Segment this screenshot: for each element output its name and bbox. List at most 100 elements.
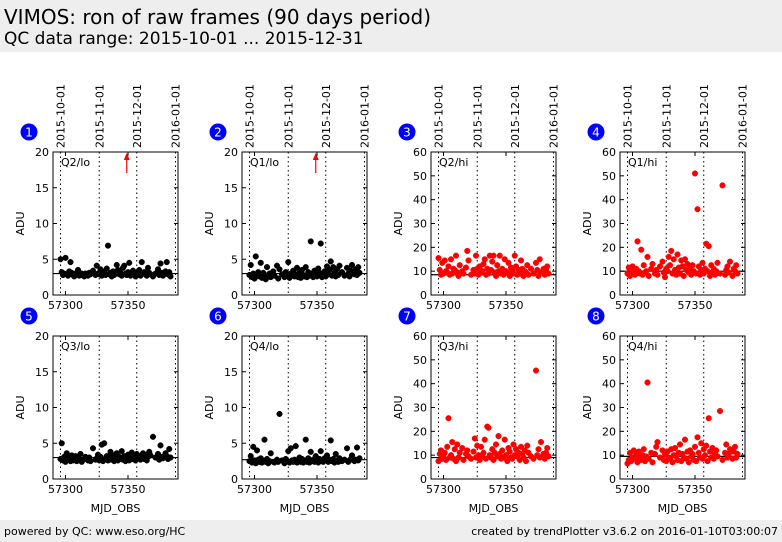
title-bar: VIMOS: ron of raw frames (90 days period… (0, 0, 782, 52)
data-point (441, 257, 448, 264)
data-point (689, 450, 696, 458)
data-point (524, 442, 531, 449)
data-point (455, 272, 462, 279)
y-axis-label: ADU (203, 211, 216, 235)
data-point (477, 443, 485, 450)
x-tick-label: 57300 (615, 483, 650, 496)
data-point (634, 238, 641, 245)
y-tick-label: 60 (413, 146, 427, 159)
y-tick-label: 15 (224, 182, 238, 195)
data-point (661, 274, 669, 281)
data-point (103, 265, 110, 272)
date-tick-label: 2015-10-01 (622, 84, 635, 148)
data-point (57, 256, 64, 263)
data-point (681, 256, 689, 263)
y-tick-label: 0 (420, 473, 427, 486)
panel-number-badge (587, 123, 605, 141)
data-point (713, 447, 720, 454)
data-point (317, 448, 324, 455)
footer-powered-by: powered by QC: www.eso.org/HC (4, 525, 186, 538)
date-tick-label: 2015-11-01 (660, 84, 673, 148)
data-point (489, 258, 496, 265)
panel-label: Q1/hi (628, 156, 657, 169)
data-point (530, 455, 537, 462)
data-point (716, 270, 724, 277)
y-tick-label: 20 (224, 146, 238, 159)
data-point (157, 442, 164, 449)
data-point (452, 252, 460, 259)
data-point (317, 240, 324, 247)
y-axis-label: ADU (392, 395, 405, 419)
outlier-arrow-head (123, 153, 130, 160)
data-point (492, 272, 500, 279)
data-point (163, 259, 170, 266)
y-tick-label: 10 (35, 218, 49, 231)
data-point (517, 257, 525, 264)
y-tick-label: 5 (231, 437, 238, 450)
data-point (471, 435, 478, 442)
y-tick-label: 15 (224, 366, 238, 379)
y-axis-label: ADU (203, 395, 216, 419)
data-point (456, 449, 463, 456)
data-point (459, 444, 466, 452)
data-point (537, 439, 545, 446)
data-point (464, 247, 471, 254)
data-point (726, 258, 734, 265)
data-point (285, 259, 292, 266)
data-point (545, 453, 552, 460)
data-point (638, 246, 645, 253)
data-point (680, 272, 687, 279)
data-point (511, 252, 518, 259)
data-point (701, 452, 709, 459)
data-point (645, 455, 652, 462)
y-axis-label: ADU (14, 211, 27, 235)
data-point (530, 270, 537, 277)
x-tick-label: 57350 (111, 483, 146, 496)
data-point (506, 448, 513, 455)
y-tick-label: 50 (602, 354, 616, 367)
y-axis-label: ADU (581, 395, 594, 419)
date-tick-label: 2016-01-01 (737, 84, 750, 148)
data-point (58, 440, 65, 447)
data-point (716, 408, 724, 415)
panel-number-badge (398, 123, 416, 141)
chart-panel-8: 0 10 20 30 40 50 60 57300 57350 Q4/hi ADU MJD_OBS 8 (581, 307, 746, 515)
data-point (287, 445, 294, 452)
x-tick-label: 57350 (300, 299, 335, 312)
x-tick-label: 57300 (48, 299, 83, 312)
data-point (302, 436, 309, 443)
data-point (336, 262, 343, 269)
panel-label: Q1/lo (250, 156, 279, 169)
y-tick-label: 10 (413, 449, 427, 462)
data-point (74, 266, 82, 274)
data-point (462, 264, 470, 271)
y-axis-label: ADU (581, 211, 594, 235)
footer-bar: powered by QC: www.eso.org/HC created by… (0, 520, 782, 542)
data-point (144, 264, 152, 271)
y-tick-label: 40 (413, 194, 427, 207)
data-point (505, 259, 512, 266)
panel-number: 2 (214, 126, 222, 140)
data-point (494, 262, 501, 269)
data-point (664, 268, 671, 275)
y-tick-label: 0 (609, 473, 616, 486)
y-tick-label: 10 (224, 218, 238, 231)
data-point (698, 440, 705, 447)
chart-panel-6: 0 5 10 15 20 57300 57350 Q4/lo ADU MJD_OBS 6 (203, 307, 368, 515)
data-point (656, 263, 664, 270)
data-point (693, 458, 700, 465)
y-tick-label: 10 (602, 449, 616, 462)
x-axis-label: MJD_OBS (280, 502, 330, 515)
data-point (490, 252, 497, 259)
y-axis-label: ADU (392, 211, 405, 235)
panel-number-badge (587, 307, 605, 325)
x-tick-label: 57350 (111, 299, 146, 312)
data-point (247, 453, 254, 460)
data-point (485, 424, 492, 431)
panel-number-badge (209, 123, 227, 141)
data-point (654, 439, 661, 446)
data-point (444, 443, 451, 450)
data-point (496, 252, 503, 259)
x-axis-label: MJD_OBS (658, 502, 708, 515)
